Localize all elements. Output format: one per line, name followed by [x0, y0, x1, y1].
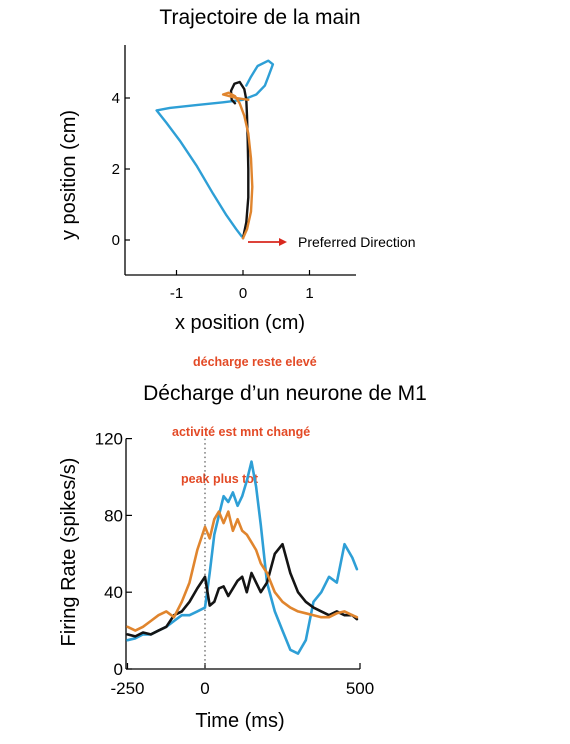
y-tick-label: 80 — [104, 506, 123, 525]
firing-rate-line-2 — [126, 510, 359, 632]
y-axis-label: y position (cm) — [58, 110, 80, 240]
preferred-direction-label: Preferred Direction — [298, 234, 416, 250]
chart1-title: Trajectoire de la main — [159, 6, 361, 29]
annotation-earlier-peak: peak plus tot — [181, 472, 259, 486]
annotation-high-discharge: décharge reste elevé — [193, 355, 317, 369]
x-axis-label: x position (cm) — [175, 312, 305, 334]
trajectory-line-2 — [221, 91, 254, 240]
x-tick-label: 0 — [239, 285, 247, 302]
x-axis-label: Time (ms) — [195, 710, 284, 732]
y-tick-label: 2 — [112, 161, 120, 178]
x-tick-label: 1 — [305, 285, 313, 302]
preferred-direction-arrowhead — [279, 238, 287, 246]
firing-rate-line-0 — [126, 460, 359, 655]
trajectory-line-0 — [155, 59, 275, 238]
x-tick-label: 500 — [346, 679, 374, 698]
y-tick-label: 4 — [112, 90, 120, 107]
y-tick-label: 0 — [112, 232, 120, 249]
y-tick-label: 40 — [104, 583, 123, 602]
x-tick-label: -1 — [170, 285, 183, 302]
trajectory-chart: -1 0 1 0 2 4 x position (cm) y position (cm) Pre… — [58, 45, 416, 334]
x-tick-label: 0 — [200, 679, 209, 698]
annotation-activity-changed: activité est mnt changé — [172, 425, 311, 439]
y-tick-label: 120 — [95, 430, 123, 449]
y-tick-label: 0 — [114, 660, 123, 679]
x-tick-label: -250 — [110, 679, 144, 698]
chart2-title: Décharge d’un neurone de M1 — [143, 382, 427, 405]
y-axis-label: Firing Rate (spikes/s) — [58, 458, 80, 647]
